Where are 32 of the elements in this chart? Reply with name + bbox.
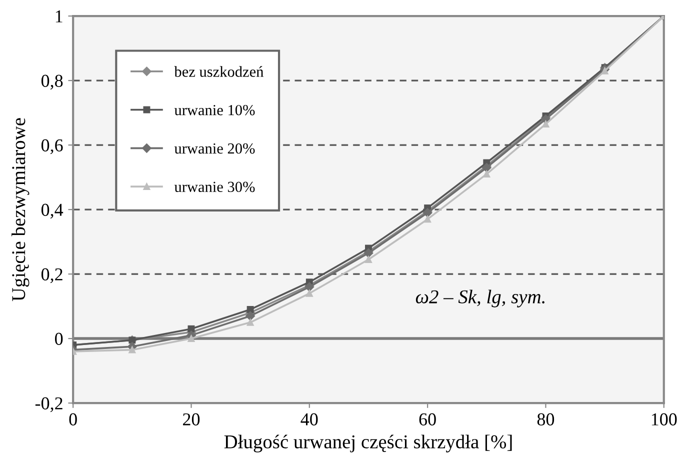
point: [424, 216, 432, 223]
point: [306, 290, 313, 297]
point: [365, 256, 372, 263]
point: [483, 170, 490, 178]
x-axis-title: Długość urwanej części skrzydła [%]: [224, 434, 512, 452]
x-tick-label: 100: [652, 413, 677, 426]
x-tick-label: 80: [537, 413, 554, 426]
legend-label: bez uszkodzeń: [174, 66, 264, 77]
point: [246, 318, 254, 326]
y-tick-label: 0: [55, 332, 63, 345]
y-tick-label: 0,8: [41, 74, 63, 90]
y-tick-label: 1: [56, 10, 62, 22]
annotation: ω2 – Sk, lg, sym.: [416, 290, 544, 308]
point: [188, 325, 195, 332]
x-tick-label: 60: [419, 413, 436, 426]
y-tick-label: 0,6: [41, 139, 63, 154]
y-tick-label: 0,2: [41, 268, 62, 284]
y-tick-label: -0,2: [35, 397, 62, 412]
legend-label: urwanie 10%: [174, 104, 255, 116]
x-tick-label: 20: [183, 413, 200, 426]
x-tick-label: 0: [69, 413, 77, 426]
legend-label: urwanie 30%: [174, 182, 255, 192]
point: [601, 67, 608, 74]
y-tick-label: 0,4: [41, 204, 64, 219]
x-tick-label: 40: [300, 413, 318, 426]
point: [188, 335, 195, 342]
point: [246, 306, 254, 313]
legend-label: urwanie 20%: [174, 143, 255, 154]
point: [128, 346, 136, 354]
point: [542, 120, 550, 128]
y-axis-title: Ugięcie bezwymiarowe: [12, 118, 30, 302]
point: [246, 311, 255, 321]
